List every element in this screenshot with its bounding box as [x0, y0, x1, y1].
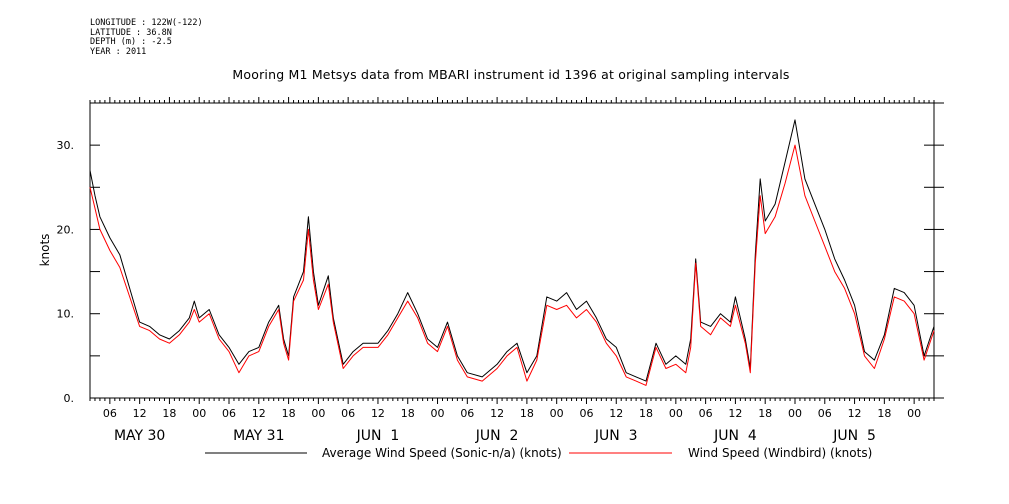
x-tick-label: 06	[222, 407, 236, 420]
y-tick-label: 20.	[57, 223, 75, 236]
x-day-label: JUN 1	[356, 428, 400, 444]
x-tick-label: 00	[788, 407, 802, 420]
y-tick-label: 30.	[57, 139, 75, 152]
x-day-label: JUN 5	[832, 428, 876, 444]
x-tick-label: 06	[103, 407, 117, 420]
y-tick-label: 0.	[64, 392, 75, 405]
legend: Average Wind Speed (Sonic-n/a) (knots) Wi…	[205, 446, 872, 460]
x-tick-label: 18	[401, 407, 415, 420]
x-tick-label: 06	[460, 407, 474, 420]
y-axis-ticks	[90, 102, 944, 399]
x-tick-label: 18	[877, 407, 891, 420]
y-tick-label: 10.	[57, 308, 75, 321]
plot-border	[89, 102, 935, 399]
x-tick-label: 12	[609, 407, 623, 420]
x-tick-label: 18	[520, 407, 534, 420]
series-layer	[89, 119, 935, 386]
x-tick-label: 18	[758, 407, 772, 420]
x-tick-label: 00	[550, 407, 564, 420]
legend-label-sonic: Average Wind Speed (Sonic-n/a) (knots)	[322, 446, 562, 460]
x-tick-label: 06	[818, 407, 832, 420]
x-day-label: JUN 4	[713, 428, 757, 444]
depth-label: DEPTH (m) : -2.5	[90, 37, 172, 47]
x-tick-label: 06	[699, 407, 713, 420]
x-tick-label: 18	[639, 407, 653, 420]
x-tick-label: 00	[311, 407, 325, 420]
y-axis-tick-labels: 0. 10. 20. 30.	[57, 139, 75, 405]
x-axis-ticks	[89, 97, 935, 404]
legend-label-windbird: Wind Speed (Windbird) (knots)	[688, 446, 872, 460]
chart-title: Mooring M1 Metsys data from MBARI instru…	[232, 67, 790, 82]
x-day-label: JUN 3	[594, 428, 638, 444]
x-tick-label: 06	[341, 407, 355, 420]
x-tick-label: 18	[282, 407, 296, 420]
x-day-label: MAY 30	[114, 428, 165, 444]
x-tick-label: 12	[133, 407, 147, 420]
x-tick-label: 12	[371, 407, 385, 420]
latitude-label: LATITUDE : 36.8N	[90, 27, 172, 38]
x-day-label: MAY 31	[233, 428, 284, 444]
series-line-windbird	[89, 144, 935, 386]
x-tick-label: 12	[252, 407, 266, 420]
x-tick-label: 00	[669, 407, 683, 420]
x-tick-label: 06	[579, 407, 593, 420]
y-axis-label: knots	[38, 234, 52, 267]
x-axis-day-labels: MAY 30 MAY 31 JUN 1 JUN 2 JUN 3 JUN 4 JUN 5	[114, 428, 876, 444]
x-tick-label: 18	[162, 407, 176, 420]
series-line-sonic	[89, 119, 935, 382]
x-tick-label: 12	[490, 407, 504, 420]
x-tick-label: 00	[907, 407, 921, 420]
x-day-label: JUN 2	[475, 428, 519, 444]
x-tick-label: 12	[848, 407, 862, 420]
x-tick-label: 00	[431, 407, 445, 420]
x-tick-label: 12	[728, 407, 742, 420]
x-axis-hour-labels: 06 12 18 00 06 12 18 00 06 12 18 00 06 12 18 00 06 12 18 00…	[103, 407, 921, 420]
plot-frame	[89, 102, 935, 399]
year-label: YEAR : 2011	[90, 46, 147, 57]
x-tick-label: 00	[192, 407, 206, 420]
metadata-block: LONGITUDE : 122W(-122) LATITUDE : 36.8N …	[90, 18, 203, 57]
longitude-label: LONGITUDE : 122W(-122)	[90, 18, 203, 28]
